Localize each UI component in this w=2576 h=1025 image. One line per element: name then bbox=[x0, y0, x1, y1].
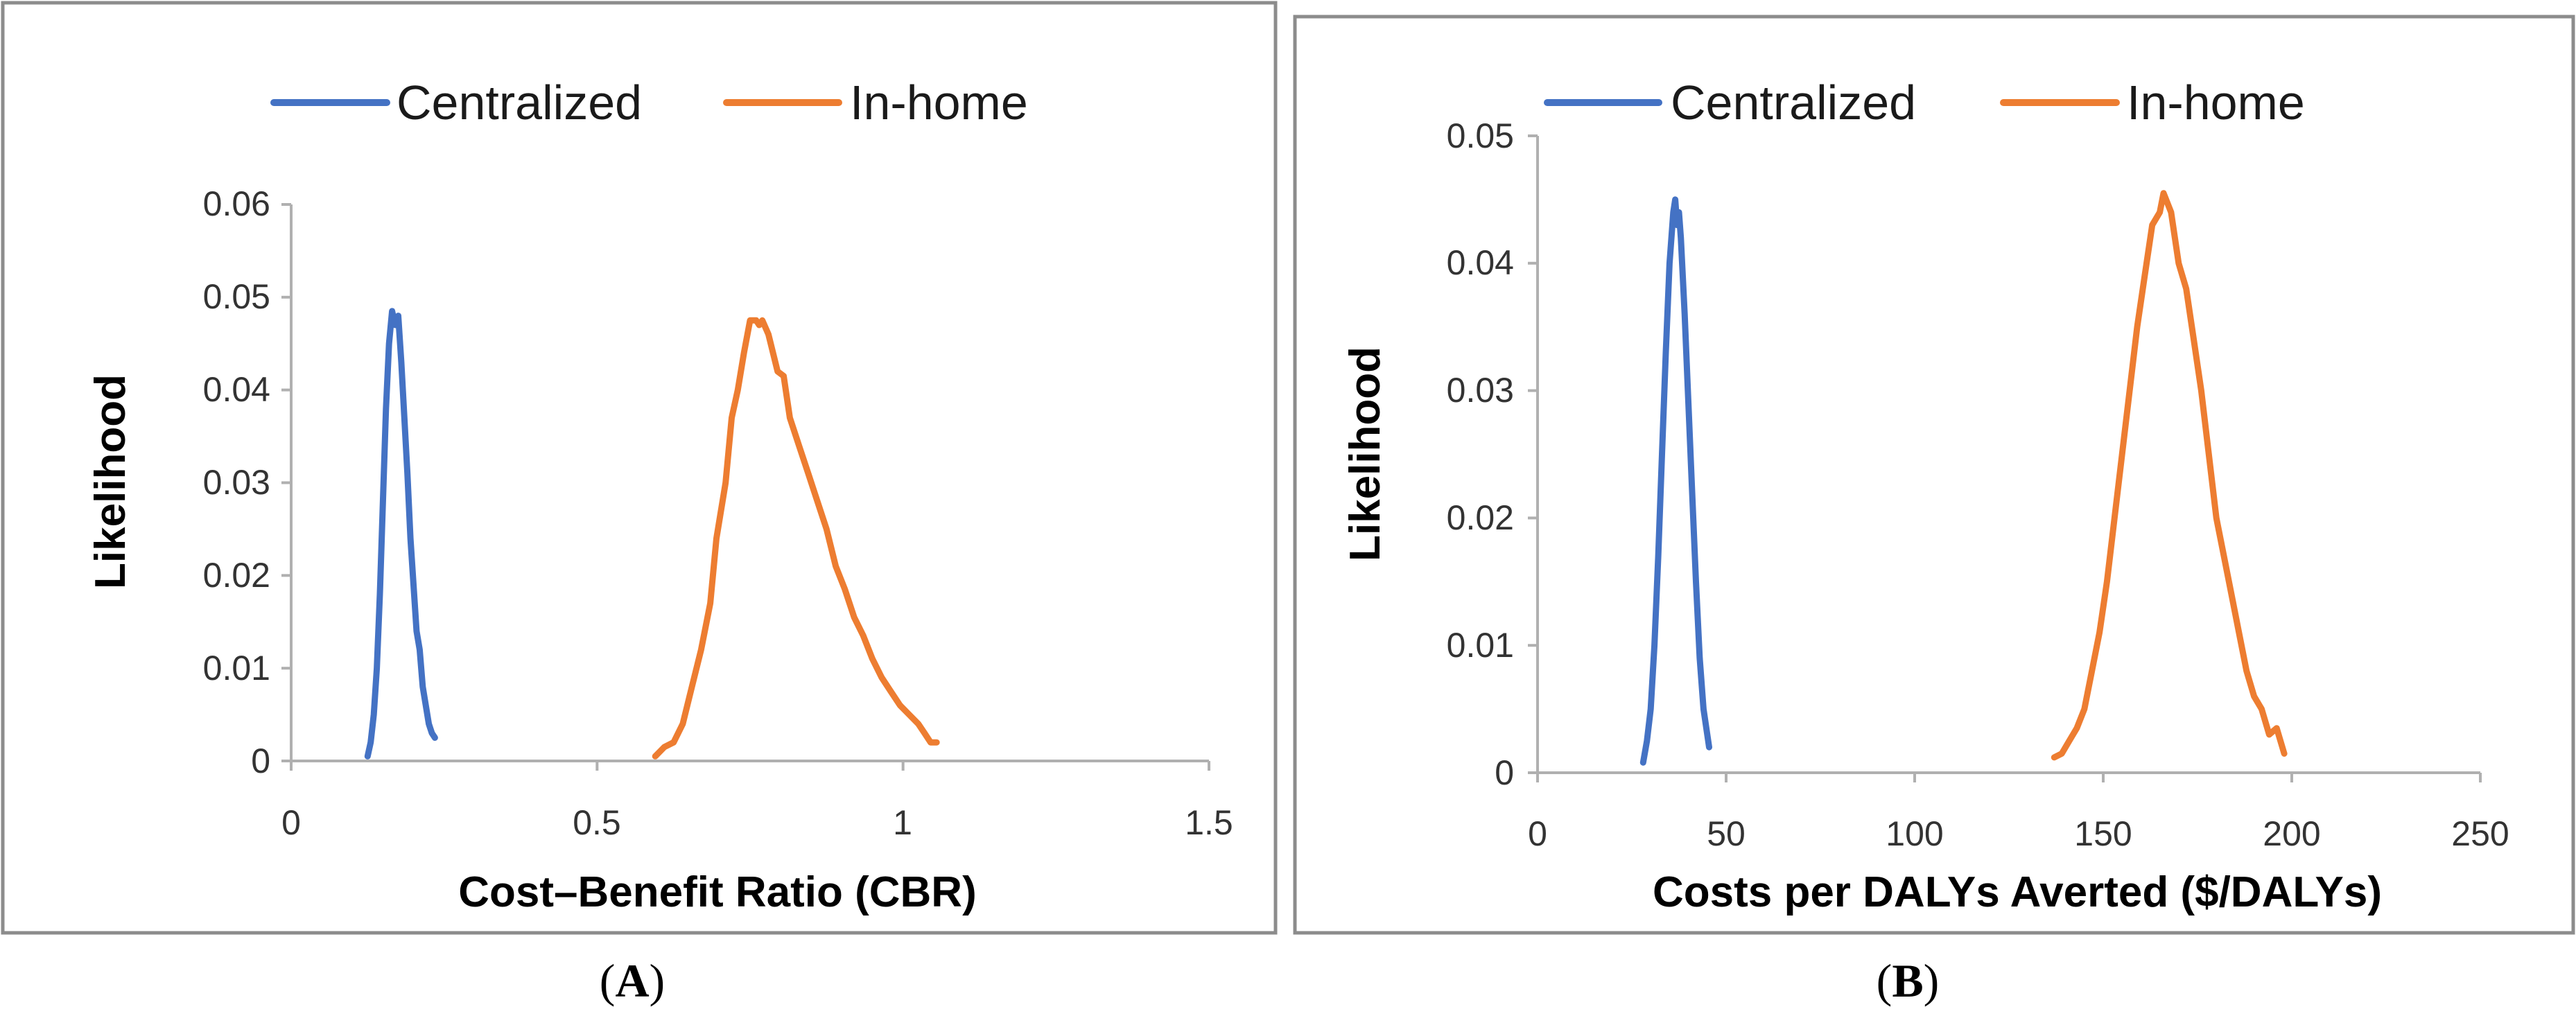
x-tick-label: 0 bbox=[1528, 814, 1547, 853]
panel-a-frame bbox=[1, 1, 1278, 935]
x-tick-label: 50 bbox=[1707, 814, 1746, 853]
y-tick-label: 0.03 bbox=[203, 463, 270, 502]
panel-a-y-tick-labels: 0 0.01 0.02 0.03 0.04 0.05 0.06 bbox=[203, 184, 270, 780]
y-tick-label: 0.01 bbox=[1447, 626, 1514, 665]
x-tick-label: 200 bbox=[2263, 814, 2320, 853]
panel-b-x-axis-title: Costs per DALYs Averted ($/DALYs) bbox=[1653, 868, 2382, 916]
panel-a-y-axis-title: Likelihood bbox=[87, 374, 134, 589]
panel-b-y-axis-title: Likelihood bbox=[1341, 347, 1389, 561]
caption-b-open: ( bbox=[1877, 954, 1892, 1007]
panel-a-ticks bbox=[281, 203, 1210, 771]
x-tick-label: 100 bbox=[1886, 814, 1943, 853]
y-tick-label: 0.02 bbox=[203, 556, 270, 595]
y-tick-label: 0.02 bbox=[1447, 498, 1514, 537]
y-tick-label: 0 bbox=[1495, 753, 1514, 792]
x-tick-label: 0.5 bbox=[573, 803, 621, 842]
y-tick-label: 0.04 bbox=[1447, 243, 1514, 282]
legend-label-in-home: In-home bbox=[850, 76, 1028, 130]
panel-b-frame bbox=[1293, 15, 2575, 935]
x-tick-label: 150 bbox=[2074, 814, 2132, 853]
y-tick-label: 0.05 bbox=[203, 277, 270, 316]
panel-a-x-tick-labels: 0 0.5 1 1.5 bbox=[281, 803, 1233, 842]
y-tick-label: 0.04 bbox=[203, 370, 270, 409]
y-tick-label: 0.03 bbox=[1447, 371, 1514, 410]
caption-a-open: ( bbox=[600, 954, 616, 1007]
panel-b-series-in-home bbox=[2051, 190, 2288, 761]
panel-b-ticks bbox=[1528, 134, 2482, 782]
panel-a-series-centralized bbox=[364, 308, 438, 760]
x-tick-label: 1 bbox=[893, 803, 912, 842]
legend-label-in-home: In-home bbox=[2127, 76, 2305, 130]
y-tick-label: 0.06 bbox=[203, 184, 270, 223]
x-tick-label: 0 bbox=[281, 803, 301, 842]
legend-label-centralized: Centralized bbox=[1671, 76, 1916, 130]
caption-b-letter: B bbox=[1892, 954, 1923, 1007]
caption-a-close: ) bbox=[650, 954, 665, 1007]
panel-a: Centralized In-home 0 0.01 0.02 0.03 0.0… bbox=[1, 1, 1278, 935]
panel-a-legend: Centralized In-home bbox=[270, 76, 1028, 130]
y-tick-label: 0 bbox=[251, 742, 270, 780]
legend-label-centralized: Centralized bbox=[397, 76, 642, 130]
caption-a: (A) bbox=[600, 954, 665, 1007]
x-tick-label: 250 bbox=[2451, 814, 2509, 853]
x-tick-label: 1.5 bbox=[1185, 803, 1233, 842]
panel-a-x-axis-title: Cost–Benefit Ratio (CBR) bbox=[458, 868, 976, 916]
caption-b-close: ) bbox=[1924, 954, 1940, 1007]
caption-a-letter: A bbox=[615, 954, 649, 1007]
caption-b: (B) bbox=[1877, 954, 1940, 1007]
panel-b-legend: Centralized In-home bbox=[1544, 76, 2305, 130]
panel-b-series-centralized bbox=[1639, 196, 1712, 766]
panel-b: Centralized In-home 0 0.01 0.02 0.03 0.0… bbox=[1293, 15, 2575, 935]
y-tick-label: 0.05 bbox=[1447, 116, 1514, 155]
y-tick-label: 0.01 bbox=[203, 649, 270, 687]
panel-b-x-tick-labels: 0 50 100 150 200 250 bbox=[1528, 814, 2509, 853]
panel-b-y-tick-labels: 0 0.01 0.02 0.03 0.04 0.05 bbox=[1447, 116, 1514, 792]
panel-a-series-in-home bbox=[652, 317, 940, 760]
